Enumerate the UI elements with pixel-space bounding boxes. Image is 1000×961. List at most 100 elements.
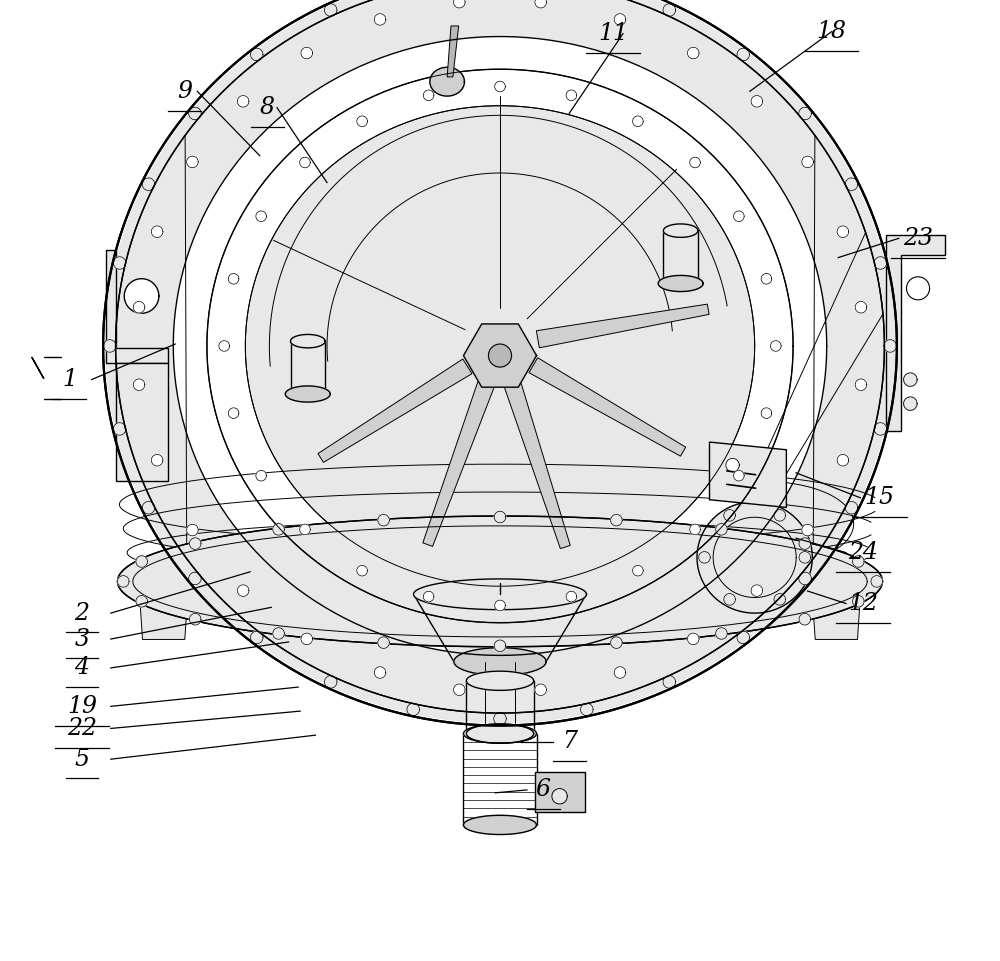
Polygon shape	[855, 302, 867, 313]
Polygon shape	[104, 340, 116, 352]
Polygon shape	[414, 594, 586, 661]
Polygon shape	[374, 667, 386, 678]
Polygon shape	[374, 13, 386, 25]
Polygon shape	[751, 585, 763, 597]
Polygon shape	[463, 324, 537, 387]
Text: 2: 2	[74, 602, 89, 625]
Text: 15: 15	[865, 486, 895, 509]
Polygon shape	[837, 455, 849, 466]
Polygon shape	[357, 565, 367, 576]
Text: 22: 22	[67, 717, 97, 740]
Polygon shape	[173, 37, 827, 655]
Polygon shape	[189, 538, 201, 550]
Polygon shape	[140, 596, 188, 639]
Polygon shape	[301, 47, 313, 59]
Text: 6: 6	[536, 778, 551, 801]
Polygon shape	[300, 524, 310, 534]
Polygon shape	[799, 572, 811, 584]
Polygon shape	[504, 380, 570, 549]
Text: 4: 4	[74, 656, 89, 679]
Polygon shape	[751, 95, 763, 107]
Polygon shape	[407, 703, 419, 716]
Polygon shape	[552, 789, 567, 804]
Polygon shape	[799, 613, 811, 625]
Polygon shape	[256, 211, 266, 221]
Polygon shape	[151, 455, 163, 466]
Polygon shape	[414, 579, 586, 609]
Polygon shape	[124, 279, 159, 313]
Polygon shape	[118, 576, 129, 587]
Polygon shape	[378, 637, 389, 649]
Text: 11: 11	[598, 22, 628, 45]
Polygon shape	[466, 724, 534, 743]
Polygon shape	[500, 0, 884, 713]
Text: 7: 7	[562, 730, 577, 753]
Polygon shape	[273, 628, 284, 639]
Polygon shape	[324, 4, 337, 16]
Polygon shape	[774, 509, 786, 521]
Polygon shape	[871, 576, 883, 587]
Polygon shape	[855, 379, 867, 390]
Polygon shape	[113, 423, 126, 435]
Polygon shape	[907, 277, 930, 300]
Polygon shape	[716, 524, 727, 535]
Polygon shape	[734, 211, 744, 221]
Polygon shape	[688, 47, 699, 59]
Polygon shape	[709, 442, 786, 507]
Polygon shape	[133, 302, 145, 313]
Polygon shape	[495, 82, 505, 91]
Polygon shape	[535, 772, 585, 812]
Polygon shape	[454, 0, 465, 8]
Polygon shape	[799, 552, 811, 563]
Polygon shape	[423, 591, 434, 602]
Polygon shape	[774, 594, 786, 605]
Polygon shape	[301, 633, 313, 645]
Polygon shape	[495, 601, 505, 610]
Polygon shape	[488, 344, 512, 367]
Polygon shape	[256, 471, 266, 480]
Polygon shape	[614, 13, 626, 25]
Text: 5: 5	[74, 748, 89, 771]
Polygon shape	[447, 26, 459, 77]
Text: 9: 9	[177, 80, 192, 103]
Polygon shape	[463, 815, 537, 834]
Polygon shape	[761, 274, 772, 284]
Polygon shape	[884, 340, 896, 352]
Polygon shape	[771, 341, 781, 351]
Polygon shape	[802, 156, 813, 167]
Polygon shape	[761, 407, 772, 418]
Polygon shape	[688, 633, 699, 645]
Polygon shape	[228, 274, 239, 284]
Polygon shape	[845, 502, 858, 514]
Polygon shape	[536, 304, 709, 348]
Polygon shape	[837, 226, 849, 237]
Polygon shape	[463, 724, 537, 743]
Polygon shape	[189, 572, 201, 584]
Polygon shape	[113, 257, 126, 269]
Text: 18: 18	[817, 20, 847, 43]
Polygon shape	[300, 158, 310, 168]
Polygon shape	[378, 514, 389, 526]
Polygon shape	[802, 525, 813, 536]
Polygon shape	[228, 407, 239, 418]
Polygon shape	[494, 511, 506, 523]
Text: 1: 1	[62, 368, 77, 391]
Polygon shape	[285, 386, 330, 402]
Polygon shape	[799, 538, 811, 550]
Polygon shape	[904, 397, 917, 410]
Polygon shape	[529, 357, 686, 456]
Polygon shape	[633, 565, 643, 576]
Polygon shape	[663, 676, 676, 688]
Polygon shape	[726, 458, 739, 472]
Text: 12: 12	[848, 592, 878, 615]
Polygon shape	[904, 373, 917, 386]
Polygon shape	[737, 631, 750, 644]
Polygon shape	[430, 67, 464, 96]
Polygon shape	[116, 0, 500, 713]
Polygon shape	[724, 509, 735, 521]
Polygon shape	[699, 552, 710, 563]
Polygon shape	[663, 4, 676, 16]
Polygon shape	[690, 158, 700, 168]
Polygon shape	[237, 95, 249, 107]
Polygon shape	[454, 684, 465, 696]
